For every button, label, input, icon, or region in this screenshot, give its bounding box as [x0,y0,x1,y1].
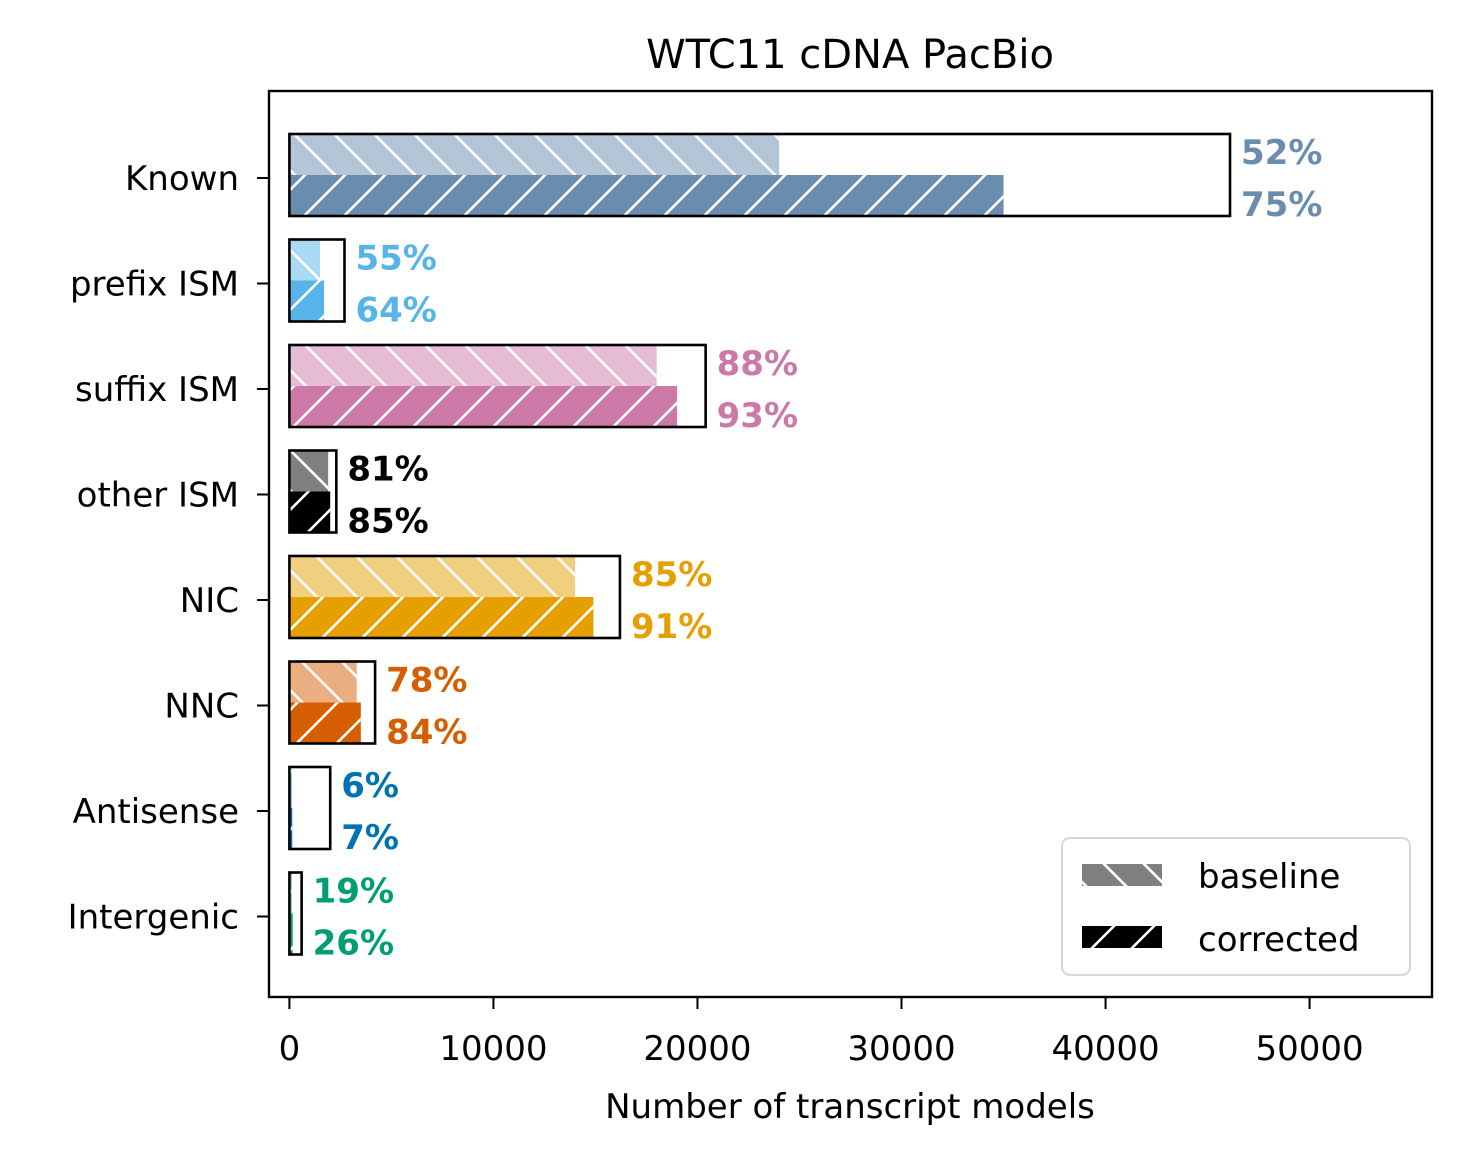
label-nnc-baseline-pct: 78% [386,661,467,701]
bar-nic-baseline-hatch [289,556,576,597]
bar-antisense-total-outline [288,765,332,851]
bar-other-ism-baseline-hatch [289,450,329,492]
x-tick-label: 10000 [439,1029,547,1069]
bar-suffix-ism-total-outline [288,343,707,429]
x-axis: 0 10000 20000 30000 40000 50000 [279,997,1364,1069]
label-nic-corrected-pct: 91% [631,607,712,647]
label-other-ism-baseline-pct: 81% [347,450,428,490]
y-tick-label-suffix-ism: suffix ISM [75,370,239,410]
x-tick-label: 20000 [643,1029,751,1069]
bar-prefix-ism-baseline-hatch [289,239,321,281]
bar-prefix-ism-corrected-hatch [289,280,325,322]
y-tick-label-known: Known [125,159,239,199]
y-tick-label-nic: NIC [180,581,239,621]
legend: baseline corrected [1061,837,1411,976]
bar-nnc-corrected-hatch [289,702,361,744]
label-antisense-corrected-pct: 7% [341,818,399,858]
chart-title: WTC11 cDNA PacBio [646,32,1054,78]
label-nnc-corrected-pct: 84% [386,713,467,753]
legend-label-baseline: baseline [1198,857,1340,897]
x-tick-label: 0 [279,1029,301,1069]
x-tick-label: 30000 [847,1029,955,1069]
y-tick-label-nnc: NNC [164,687,239,727]
bar-known-baseline-hatch [289,134,780,175]
bar-other-ism-total-outline [288,449,338,534]
legend-swatch-corrected-hatch [1082,926,1162,948]
label-known-corrected-pct: 75% [1241,185,1322,225]
bar-nic-corrected-hatch [289,597,594,638]
bar-suffix-ism-corrected-hatch [289,386,678,427]
label-nic-baseline-pct: 85% [631,555,712,595]
bar-prefix-ism-total-outline [288,238,346,323]
bar-intergenic-corrected-hatch [289,913,293,955]
y-tick-label-prefix-ism: prefix ISM [70,265,239,305]
x-axis-label: Number of transcript models [605,1087,1095,1127]
x-tick-label: 50000 [1255,1029,1363,1069]
x-tick-label: 40000 [1051,1029,1159,1069]
bar-intergenic-total-outline [288,871,303,956]
bar-antisense-corrected-hatch [289,808,293,849]
bar-other-ism-corrected-hatch [289,491,331,533]
bar-nic-total-outline [288,554,622,640]
y-tick-label-other-ism: other ISM [77,476,239,516]
legend-entry-baseline: baseline [1082,857,1340,897]
label-other-ism-corrected-pct: 85% [347,502,428,542]
bar-known-corrected-hatch [289,175,1004,216]
y-tick-label-antisense: Antisense [73,792,239,832]
label-suffix-ism-corrected-pct: 93% [717,396,798,436]
label-suffix-ism-baseline-pct: 88% [717,344,798,384]
label-known-baseline-pct: 52% [1241,133,1322,173]
chart-marks: 52% 75% 55% 64% 88% 93% 81% 85% 85% 91% 78% 84% 6% 7%… [288,132,1322,964]
plot-frame [267,89,1434,999]
legend-swatch-baseline-hatch [1082,864,1162,886]
y-tick-label-intergenic: Intergenic [68,898,239,938]
label-prefix-ism-baseline-pct: 55% [355,239,436,279]
label-intergenic-corrected-pct: 26% [313,924,394,964]
bar-nnc-total-outline [288,660,377,745]
label-antisense-baseline-pct: 6% [341,766,399,806]
label-intergenic-baseline-pct: 19% [313,872,394,912]
bar-known-total-outline [288,132,1232,218]
legend-entry-corrected: corrected [1082,920,1360,960]
label-prefix-ism-corrected-pct: 64% [355,291,436,331]
bar-nnc-baseline-hatch [289,661,357,703]
y-axis: Known prefix ISM suffix ISM other ISM NIC NNC… [68,159,269,938]
bar-suffix-ism-baseline-hatch [289,345,657,386]
legend-label-corrected: corrected [1198,920,1360,960]
